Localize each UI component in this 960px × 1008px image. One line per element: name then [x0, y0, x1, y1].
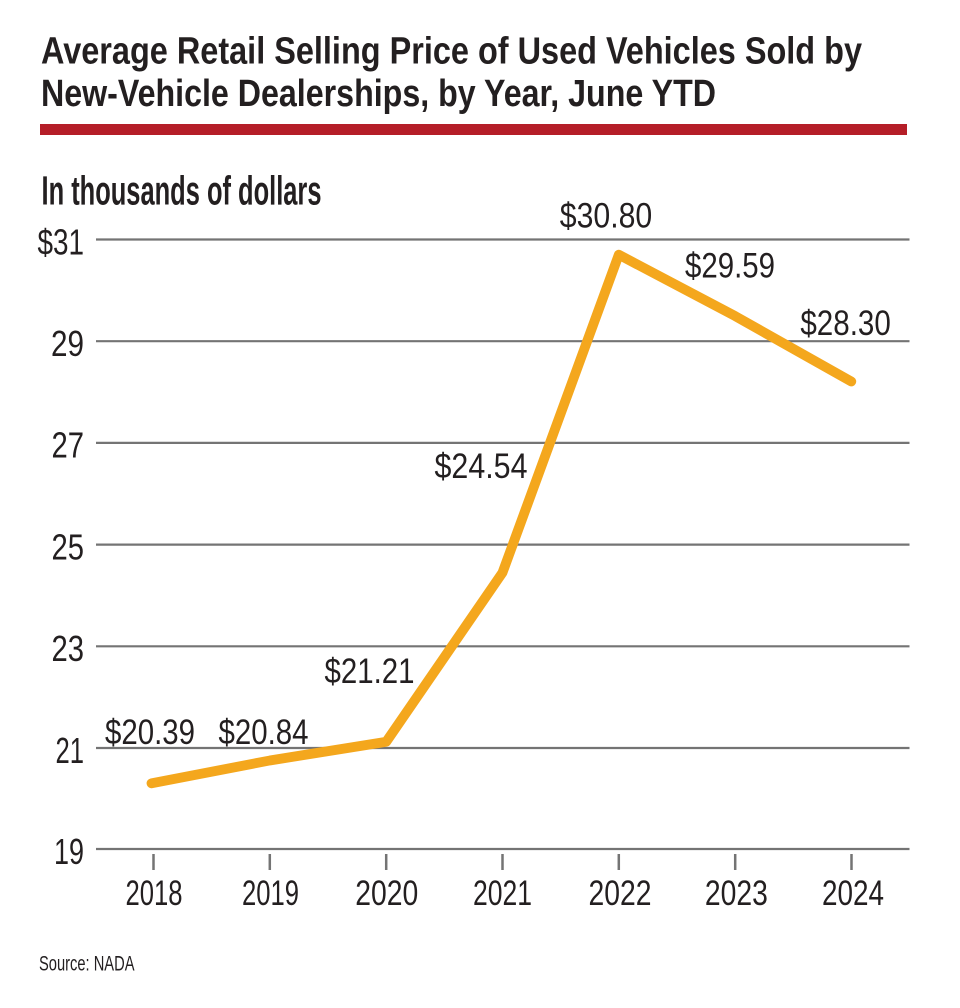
svg-text:$24.54: $24.54: [435, 447, 528, 486]
svg-text:Average Retail Selling Price o: Average Retail Selling Price of Used Veh…: [41, 31, 862, 73]
svg-text:21: 21: [56, 730, 85, 771]
svg-text:23: 23: [52, 628, 85, 669]
svg-text:2024: 2024: [822, 874, 884, 913]
svg-text:$28.30: $28.30: [800, 304, 891, 343]
svg-text:$21.21: $21.21: [325, 652, 415, 691]
svg-text:$30.80: $30.80: [560, 197, 653, 236]
svg-text:Source: NADA: Source: NADA: [39, 952, 135, 976]
svg-text:27: 27: [52, 425, 85, 466]
svg-text:$20.39: $20.39: [105, 713, 195, 752]
svg-text:$31: $31: [38, 221, 85, 262]
svg-text:In thousands of dollars: In thousands of dollars: [42, 168, 322, 214]
svg-text:25: 25: [52, 526, 85, 567]
svg-text:$29.59: $29.59: [685, 247, 775, 286]
svg-text:2021: 2021: [473, 874, 532, 913]
svg-text:$20.84: $20.84: [219, 713, 309, 752]
svg-text:2023: 2023: [705, 874, 768, 913]
svg-text:2022: 2022: [589, 874, 652, 913]
svg-text:2020: 2020: [355, 874, 418, 913]
svg-text:19: 19: [54, 831, 84, 872]
svg-text:New-Vehicle Dealerships, by Ye: New-Vehicle Dealerships, by Year, June Y…: [41, 73, 716, 115]
svg-text:29: 29: [51, 323, 84, 364]
svg-text:2019: 2019: [242, 874, 299, 913]
svg-text:2018: 2018: [126, 874, 183, 913]
